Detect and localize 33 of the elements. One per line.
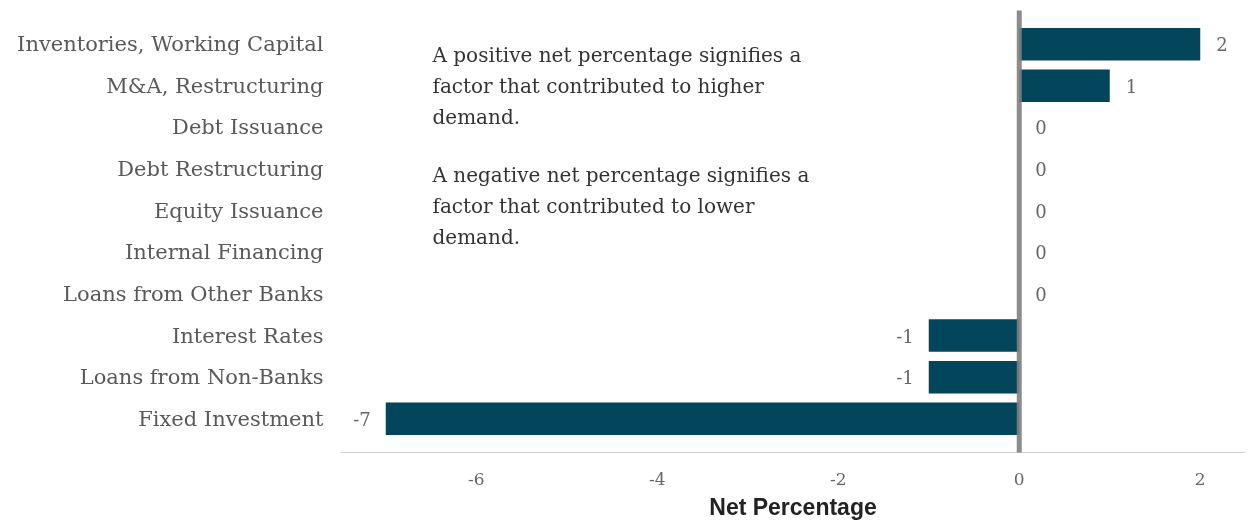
annotation: A positive net percentage signifies a factor that contributed to higher demand.: [431, 42, 802, 129]
data-label: 0: [1035, 200, 1047, 222]
data-label: 2: [1216, 34, 1228, 56]
y-tick-label: Inventories, Working Capital: [17, 32, 324, 57]
x-tick-label: 2: [1194, 468, 1206, 489]
data-label: 1: [1125, 75, 1138, 97]
x-tick-label: 0: [1013, 468, 1025, 489]
y-tick-label: Equity Issuance: [153, 198, 324, 223]
y-tick-label: M&A, Restructuring: [106, 73, 324, 98]
bar: [928, 319, 1020, 352]
y-tick-label: Internal Financing: [125, 240, 324, 265]
x-tick-label: -6: [467, 468, 485, 489]
x-tick-label: -4: [648, 468, 666, 489]
data-label: 0: [1035, 283, 1047, 305]
x-axis-title: Net Percentage: [709, 493, 877, 520]
bar: [928, 360, 1020, 394]
annotation: A negative net percentage signifies a factor that contributed to lower demand.: [431, 162, 810, 249]
data-label: -7: [353, 408, 371, 430]
data-label: -1: [896, 325, 914, 347]
y-tick-label: Loans from Other Banks: [63, 281, 324, 306]
data-label: 0: [1035, 159, 1047, 181]
y-tick-label: Debt Issuance: [172, 115, 324, 140]
data-label: -1: [896, 367, 914, 389]
bar: [385, 402, 1020, 436]
y-tick-label: Loans from Non-Banks: [79, 365, 324, 390]
y-tick-label: Debt Restructuring: [117, 157, 324, 182]
y-tick-label: Interest Rates: [172, 323, 324, 348]
data-label: 0: [1035, 242, 1047, 264]
data-label: 0: [1035, 117, 1047, 139]
bar: [1019, 27, 1201, 61]
bar: [1019, 69, 1110, 103]
x-tick-label: -2: [829, 468, 847, 489]
y-tick-label: Fixed Investment: [138, 406, 325, 431]
